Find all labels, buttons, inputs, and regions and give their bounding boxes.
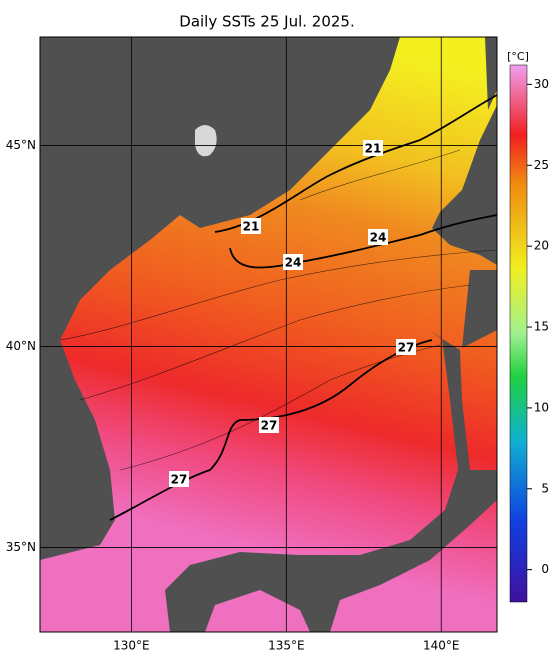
x-tick-label: 130°E — [113, 639, 150, 653]
contour-label: 21 — [365, 142, 382, 156]
contour-label: 27 — [398, 341, 415, 355]
colorbar-tick-label: 20 — [534, 239, 549, 253]
russia-strip — [485, 37, 497, 110]
map-title: Daily SSTs 25 Jul. 2025. — [179, 13, 354, 31]
x-tick-label: 135°E — [268, 639, 305, 653]
colorbar-tick-label: 0 — [541, 562, 549, 576]
contour-label-box — [396, 339, 416, 355]
contour-label-box — [169, 471, 189, 487]
lake — [195, 125, 217, 157]
contour-label: 24 — [285, 256, 302, 270]
contour-label-box — [283, 254, 303, 270]
contour-label: 27 — [171, 473, 188, 487]
map-area — [40, 37, 497, 632]
y-tick-label: 40°N — [6, 339, 36, 353]
colorbar-tick-label: 30 — [534, 77, 549, 91]
contour-label: 21 — [243, 220, 260, 234]
contour-label-box — [368, 229, 388, 245]
x-tick-label: 140°E — [423, 639, 460, 653]
contour-label: 27 — [261, 419, 278, 433]
colorbar-tick-label: 5 — [541, 481, 549, 495]
contour-label-box — [259, 417, 279, 433]
contour-label-box — [241, 218, 261, 234]
honshu — [165, 330, 497, 632]
minor-contours — [59, 149, 497, 471]
colorbar-tick-label: 10 — [534, 400, 549, 414]
y-tick-label: 35°N — [6, 540, 36, 554]
sea — [40, 37, 497, 632]
colorbar-tick-label: 15 — [534, 320, 549, 334]
map-frame — [39, 36, 498, 633]
y-tick-label: 45°N — [6, 138, 36, 152]
colorbar-tick-label: 25 — [534, 158, 549, 172]
hokkaido — [432, 105, 497, 265]
contour-label: 24 — [370, 231, 387, 245]
colorbar-unit: [°C] — [507, 50, 529, 63]
colorbar — [509, 64, 528, 603]
east-coast — [462, 270, 497, 348]
contour-label-box — [363, 140, 383, 156]
